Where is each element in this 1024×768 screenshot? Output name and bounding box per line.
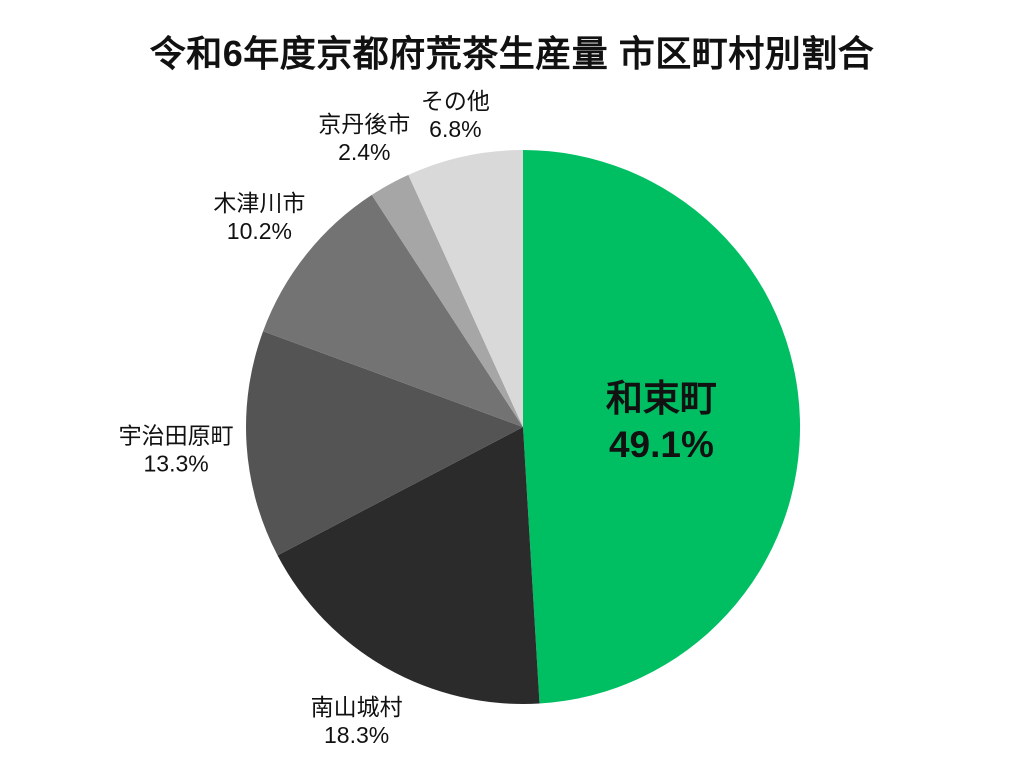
slice-category-label: 宇治田原町 — [119, 422, 234, 448]
slice-label-4: 木津川市 10.2% — [213, 190, 305, 244]
slice-percent-label: 18.3% — [324, 722, 389, 748]
slice-category-label: 京丹後市 — [318, 111, 410, 137]
pie-slice-3 — [246, 331, 523, 556]
slice-label-5: 京丹後市 2.4% — [318, 111, 410, 165]
chart-title: 令和6年度京都府荒茶生産量 市区町村別割合 — [149, 33, 875, 74]
slice-label-6: その他 6.8% — [421, 88, 490, 142]
pie-slice-6 — [408, 150, 523, 427]
slice-percent-label: 2.4% — [338, 139, 390, 165]
slice-category-label: その他 — [421, 88, 490, 114]
slice-percent-label: 10.2% — [227, 218, 292, 244]
pie-slice-1 — [523, 150, 801, 704]
slice-label-3: 宇治田原町 13.3% — [119, 422, 234, 476]
slice-category-label: 木津川市 — [213, 190, 305, 216]
pie-slice-4 — [263, 194, 523, 427]
slice-percent-label: 49.1% — [609, 424, 714, 465]
slice-percent-label: 6.8% — [429, 116, 481, 142]
slice-category-label: 南山城村 — [311, 694, 403, 720]
pie-slice-5 — [371, 174, 523, 427]
slice-percent-label: 13.3% — [143, 450, 208, 476]
slice-category-label: 和束町 — [606, 378, 717, 419]
slice-label-1: 和束町 49.1% — [606, 378, 717, 465]
slice-label-2: 南山城村 18.3% — [311, 694, 403, 748]
pie-slice-2 — [277, 427, 540, 705]
